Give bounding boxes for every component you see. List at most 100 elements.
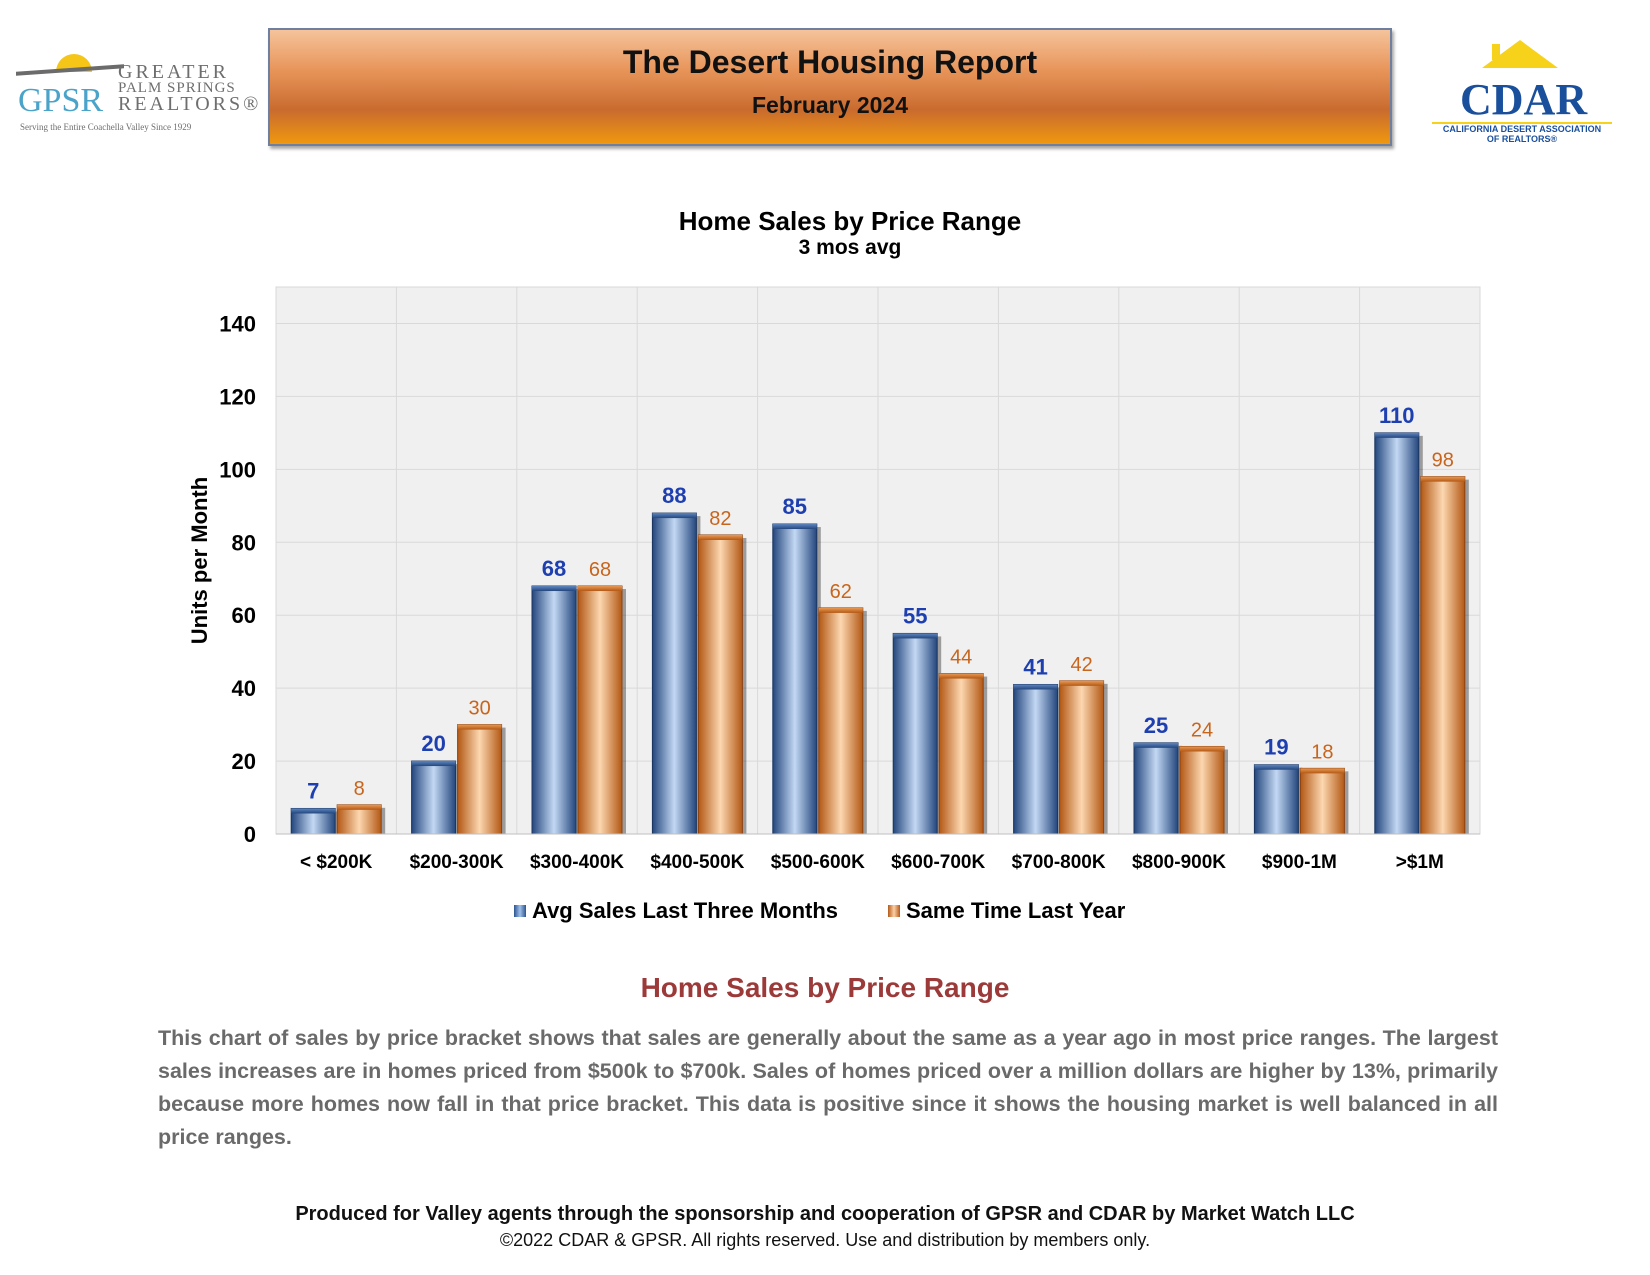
data-label: 82 (709, 508, 731, 530)
bar-cap (939, 673, 984, 679)
bar-last-year (1059, 680, 1105, 835)
x-tick-label: $500-600K (771, 852, 865, 873)
bar-cap (1420, 476, 1465, 482)
data-label: 25 (1144, 713, 1168, 738)
report-date: February 2024 (752, 92, 908, 118)
bar-cap (1013, 684, 1058, 690)
bar-last-year (697, 534, 743, 835)
cdar-mark: CDAR (1460, 75, 1588, 124)
data-label: 24 (1191, 719, 1213, 741)
data-label: 85 (783, 494, 807, 519)
gpsr-wordmark: GREATER PALM SPRINGS REALTORS® (118, 61, 262, 115)
bar-cap (1059, 680, 1104, 686)
bar-avg (1013, 683, 1059, 835)
report-banner: The Desert Housing Report February 2024 (268, 28, 1392, 146)
data-label: 55 (903, 603, 927, 628)
data-label: 20 (421, 731, 445, 756)
bar-avg (892, 632, 938, 835)
y-tick-label: 100 (219, 457, 256, 482)
data-label: 98 (1432, 450, 1454, 472)
sponsor-credit: Produced for Valley agents through the s… (295, 1203, 1355, 1225)
bar-cap (1374, 432, 1419, 438)
bar-cap (1254, 764, 1299, 770)
bar-cap (411, 761, 456, 767)
bar-last-year (1420, 476, 1466, 835)
data-label: 7 (307, 778, 319, 803)
y-tick-label: 120 (219, 384, 256, 409)
bar-cap (893, 633, 938, 639)
data-label: 68 (542, 556, 566, 581)
bar-cap (772, 524, 817, 530)
x-tick-label: $800-900K (1132, 852, 1226, 873)
y-tick-label: 140 (219, 311, 256, 336)
bar-cap (698, 534, 743, 540)
legend-item-avg: Avg Sales Last Three Months (514, 898, 838, 924)
bar-cap (652, 513, 697, 519)
bar-avg (531, 585, 577, 835)
x-tick-label: $300-400K (530, 852, 624, 873)
data-label: 44 (950, 647, 972, 669)
x-tick-label: $700-800K (1012, 852, 1106, 873)
analysis-paragraph: This chart of sales by price bracket sho… (158, 1026, 1498, 1149)
bar-avg (1253, 764, 1299, 835)
x-tick-label: >$1M (1396, 852, 1444, 873)
cdar-logo: CDAR CALIFORNIA DESERT ASSOCIATION OF RE… (1424, 40, 1620, 144)
report-title: The Desert Housing Report (622, 44, 1038, 80)
x-tick-label: < $200K (300, 852, 373, 873)
bar-last-year (1299, 767, 1345, 835)
bar-avg (772, 523, 818, 835)
data-label: 30 (468, 698, 490, 720)
bar-cap (1134, 742, 1178, 748)
y-axis-label: Units per Month (187, 477, 212, 644)
bar-avg (651, 512, 697, 835)
x-tick-label: $600-700K (891, 852, 985, 873)
data-label: 88 (662, 483, 686, 508)
bar-last-year (577, 585, 623, 835)
data-label: 42 (1070, 654, 1092, 676)
gpsr-tagline: Serving the Entire Coachella Valley Sinc… (20, 122, 192, 132)
bar-avg (411, 760, 457, 835)
y-tick-label: 0 (244, 822, 256, 847)
x-tick-label: $200-300K (410, 852, 504, 873)
bar-last-year (938, 673, 984, 835)
data-label: 19 (1264, 735, 1288, 760)
gpsr-logo: GPSR GREATER PALM SPRINGS REALTORS® Serv… (14, 52, 258, 132)
bar-cap (818, 607, 863, 613)
bar-cap (1180, 746, 1224, 752)
cdar-fullname: CALIFORNIA DESERT ASSOCIATION OF REALTOR… (1442, 124, 1602, 144)
legend-item-last-year: Same Time Last Year (888, 898, 1125, 924)
x-tick-label: $400-500K (650, 852, 744, 873)
legend-swatch-blue (514, 905, 526, 917)
sun-icon (56, 54, 92, 72)
legend-swatch-orange (888, 905, 900, 917)
x-tick-label: $900-1M (1262, 852, 1337, 873)
y-tick-label: 80 (232, 530, 256, 555)
bar-cap (337, 804, 382, 810)
bar-avg (1133, 742, 1179, 835)
chart-legend: Avg Sales Last Three Months Same Time La… (0, 898, 1650, 928)
data-label: 41 (1023, 654, 1047, 679)
bar-cap (578, 586, 622, 592)
data-label: 18 (1311, 741, 1333, 763)
bar-last-year (1179, 745, 1225, 835)
bar-cap (291, 808, 336, 814)
bar-last-year (457, 724, 503, 835)
bar-avg (1374, 432, 1420, 835)
chart-title: Home Sales by Price Range (678, 206, 1022, 236)
bar-last-year (818, 607, 864, 835)
y-tick-label: 40 (232, 676, 256, 701)
data-label: 110 (1379, 403, 1415, 428)
bar-cap (532, 586, 576, 592)
cdar-underline (1432, 122, 1612, 124)
data-label: 62 (830, 581, 852, 603)
section-title: Home Sales by Price Range (640, 972, 1010, 1003)
y-tick-label: 60 (232, 603, 256, 628)
copyright-notice: ©2022 CDAR & GPSR. All rights reserved. … (499, 1230, 1151, 1250)
bar-cap (1300, 768, 1345, 774)
data-label: 68 (589, 559, 611, 581)
y-tick-label: 20 (232, 749, 256, 774)
chimney-icon (1492, 44, 1500, 60)
bar-cap (457, 724, 502, 730)
data-label: 8 (354, 778, 365, 800)
